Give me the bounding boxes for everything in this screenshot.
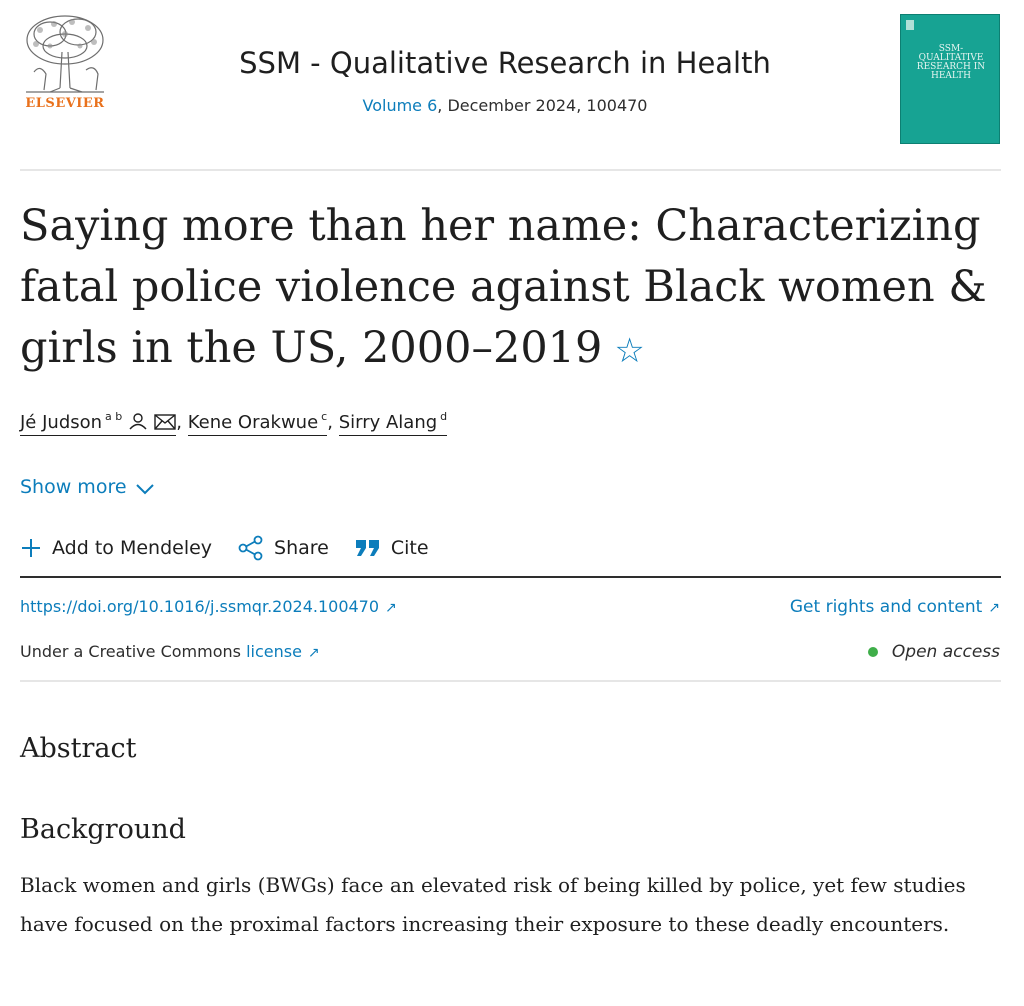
article-actions: Add to Mendeley Share Cite bbox=[20, 533, 455, 563]
chevron-down-icon bbox=[135, 484, 154, 495]
star-icon[interactable]: ☆ bbox=[614, 331, 645, 371]
license-line: Under a Creative Commons license ↗ bbox=[20, 642, 320, 661]
author-affiliation: d bbox=[440, 410, 448, 423]
elsevier-tree-icon bbox=[26, 15, 104, 93]
license-link[interactable]: license ↗ bbox=[246, 642, 320, 661]
person-icon bbox=[128, 412, 148, 435]
open-access-badge: Open access bbox=[867, 642, 1000, 662]
rights-link[interactable]: Get rights and content ↗ bbox=[790, 597, 1000, 617]
mendeley-label: Add to Mendeley bbox=[52, 537, 213, 559]
author-name: Kene Orakwue bbox=[187, 412, 319, 433]
background-paragraph: Black women and girls (BWGs) face an ele… bbox=[20, 873, 966, 936]
show-more-label: Show more bbox=[20, 476, 127, 498]
divider bbox=[20, 680, 1001, 682]
cover-title: SSM- QUALITATIVE RESEARCH IN HEALTH bbox=[916, 44, 986, 81]
external-link-icon: ↗ bbox=[385, 600, 397, 616]
author-name: Sirry Alang bbox=[338, 412, 438, 433]
plus-icon bbox=[22, 539, 40, 557]
cite-button[interactable]: Cite bbox=[355, 537, 429, 559]
share-button[interactable]: Share bbox=[238, 535, 329, 561]
share-icon bbox=[238, 535, 263, 561]
title-text: Saying more than her name: Characterizin… bbox=[20, 201, 987, 373]
open-access-label: Open access bbox=[891, 642, 1000, 662]
open-access-dot-icon bbox=[867, 647, 878, 657]
author-list: Jé Judson a b, Kene Orakwue c, Sirry Alang… bbox=[20, 410, 448, 436]
author-affiliation: c bbox=[321, 410, 328, 423]
share-label: Share bbox=[274, 537, 329, 559]
add-to-mendeley-button[interactable]: Add to Mendeley bbox=[20, 537, 212, 559]
doi-link[interactable]: https://doi.org/10.1016/j.ssmqr.2024.100… bbox=[20, 597, 397, 616]
author-separator: , bbox=[176, 412, 183, 433]
background-heading: Background bbox=[20, 814, 186, 845]
author-name: Jé Judson bbox=[20, 412, 103, 433]
journal-title[interactable]: SSM - Qualitative Research in Health bbox=[239, 46, 771, 80]
show-more-button[interactable]: Show more bbox=[20, 476, 155, 498]
journal-header: ELSEVIER SSM - Qualitative Research in H… bbox=[0, 0, 1024, 170]
rights-text: Get rights and content bbox=[789, 597, 983, 617]
external-link-icon: ↗ bbox=[988, 600, 1000, 616]
divider bbox=[20, 576, 1001, 578]
cover-logo-icon bbox=[906, 20, 914, 30]
doi-text: https://doi.org/10.1016/j.ssmqr.2024.100… bbox=[20, 597, 380, 616]
external-link-icon: ↗ bbox=[307, 645, 320, 661]
elsevier-wordmark: ELSEVIER bbox=[25, 96, 105, 111]
author-separator: , bbox=[327, 412, 333, 433]
volume-link[interactable]: Volume 6 bbox=[362, 96, 438, 115]
envelope-icon bbox=[154, 414, 176, 435]
elsevier-logo[interactable]: ELSEVIER bbox=[20, 12, 110, 116]
quote-icon bbox=[355, 540, 379, 556]
article-title: Saying more than her name: Characterizin… bbox=[20, 196, 1000, 382]
license-link-text: license bbox=[246, 642, 302, 661]
volume-info: Volume 6, December 2024, 100470 bbox=[170, 96, 840, 115]
abstract-heading: Abstract bbox=[20, 733, 137, 764]
author-alang[interactable]: Sirry Alang d bbox=[338, 410, 448, 436]
author-affiliation: a b bbox=[105, 410, 123, 423]
divider bbox=[20, 169, 1001, 171]
author-orakwue[interactable]: Kene Orakwue c bbox=[187, 410, 328, 436]
volume-date: , December 2024, 100470 bbox=[437, 96, 648, 115]
journal-cover[interactable]: SSM- QUALITATIVE RESEARCH IN HEALTH bbox=[900, 14, 1000, 144]
cite-label: Cite bbox=[390, 537, 429, 559]
author-judson[interactable]: Jé Judson a b bbox=[20, 410, 177, 436]
license-prefix: Under a Creative Commons bbox=[20, 642, 247, 661]
